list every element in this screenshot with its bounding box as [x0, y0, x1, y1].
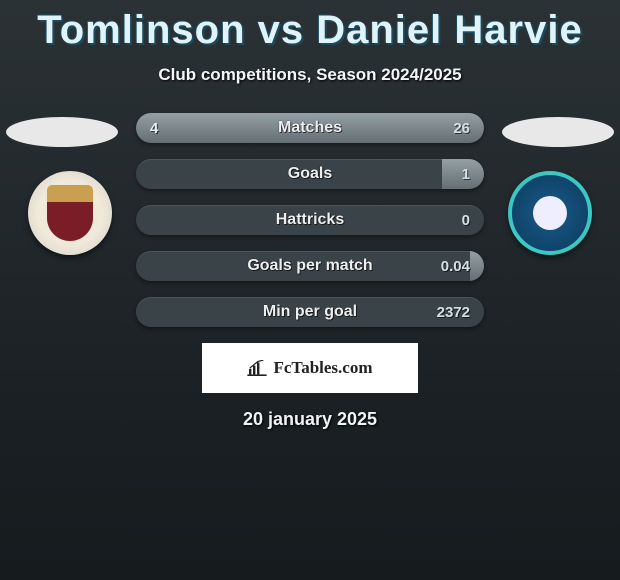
player-left-placeholder — [6, 117, 118, 147]
stat-value-right: 0.04 — [427, 251, 484, 281]
subtitle: Club competitions, Season 2024/2025 — [0, 65, 620, 85]
team-crest-left — [28, 171, 112, 255]
stat-row: Goals1 — [136, 159, 484, 189]
comparison-area: Matches4 26 Goals1 Hattricks0 Goals per matc… — [0, 113, 620, 327]
bar-chart-icon — [247, 360, 267, 376]
brand-box[interactable]: FcTables.com — [202, 343, 418, 393]
stat-row: Matches4 26 — [136, 113, 484, 143]
stat-bars: Matches4 26 Goals1 Hattricks0 Goals per matc… — [136, 113, 484, 327]
stat-row: Hattricks0 — [136, 205, 484, 235]
brand-text: FcTables.com — [273, 358, 372, 378]
stat-value-right: 0 — [448, 205, 484, 235]
stat-value-right: 2372 — [423, 297, 484, 327]
stat-label: Goals — [136, 159, 484, 189]
stat-value-left: 4 — [136, 113, 172, 143]
stat-row: Min per goal2372 — [136, 297, 484, 327]
player-right-placeholder — [502, 117, 614, 147]
stat-row: Goals per match0.04 — [136, 251, 484, 281]
page-title: Tomlinson vs Daniel Harvie — [0, 0, 620, 53]
stat-label: Matches — [136, 113, 484, 143]
stat-value-right: 26 — [439, 113, 484, 143]
stat-value-right: 1 — [448, 159, 484, 189]
stat-label: Hattricks — [136, 205, 484, 235]
team-crest-right — [508, 171, 592, 255]
snapshot-date: 20 january 2025 — [0, 409, 620, 430]
